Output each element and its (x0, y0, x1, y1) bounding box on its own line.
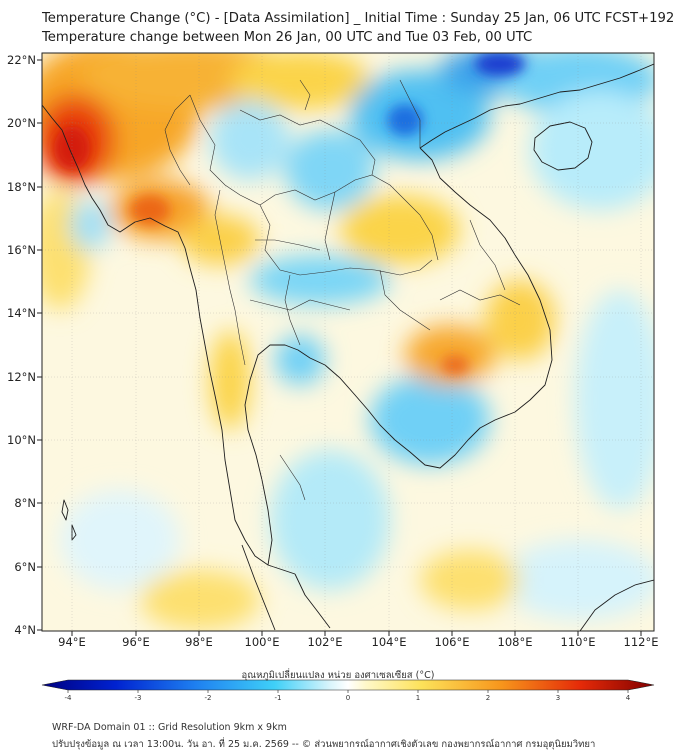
colorbar-tick: -1 (274, 694, 282, 702)
colorbar-tick: 4 (625, 694, 631, 702)
lon-label: 98°E (185, 635, 213, 649)
colorbar-title: อุณหภูมิเปลี่ยนแปลง หน่วย องศาเซลเซียส (… (241, 670, 435, 681)
colorbar-tick: 3 (555, 694, 561, 702)
lat-label: 12°N (7, 370, 36, 384)
colorbar-tick: -3 (134, 694, 142, 702)
lat-label: 16°N (7, 243, 36, 257)
lon-label: 108°E (498, 635, 533, 649)
lat-label: 22°N (7, 53, 36, 67)
colorbar-tick: -4 (64, 694, 72, 702)
lon-label: 102°E (308, 635, 343, 649)
map-frame (41, 52, 655, 632)
footer-line1: WRF-DA Domain 01 :: Grid Resolution 9km … (52, 722, 287, 733)
map-title-line1: Temperature Change (°C) - [Data Assimila… (42, 11, 675, 26)
lon-label: 106°E (435, 635, 470, 649)
map-title-line2: Temperature change between Mon 26 Jan, 0… (42, 30, 533, 45)
colorbar-tick: -2 (204, 694, 212, 702)
lat-label: 20°N (7, 116, 36, 130)
longitude-labels: 94°E 96°E 98°E 100°E 102°E 104°E 106°E 1… (58, 635, 658, 649)
colorbar-tick: 0 (345, 694, 351, 702)
lat-label: 14°N (7, 306, 36, 320)
temperature-field (42, 53, 654, 631)
footer-line2: ปรับปรุงข้อมูล ณ เวลา 13:00น. วัน อา. ที… (52, 739, 596, 750)
lon-label: 104°E (372, 635, 407, 649)
colorbar (41, 679, 655, 693)
lat-label: 10°N (7, 433, 36, 447)
lat-label: 8°N (14, 496, 36, 510)
colorbar-tick: 2 (485, 694, 491, 702)
lat-label: 6°N (14, 560, 36, 574)
lon-label: 112°E (624, 635, 659, 649)
graticule (42, 53, 654, 631)
lat-label: 18°N (7, 180, 36, 194)
lat-label: 4°N (14, 623, 36, 637)
latitude-labels: 22°N 20°N 18°N 16°N 14°N 12°N 10°N 8°N 6… (7, 53, 36, 637)
colorbar-tick: 1 (415, 694, 421, 702)
coastlines (42, 63, 654, 631)
lon-label: 100°E (245, 635, 280, 649)
lon-label: 110°E (561, 635, 596, 649)
lon-label: 94°E (58, 635, 86, 649)
lon-label: 96°E (122, 635, 150, 649)
